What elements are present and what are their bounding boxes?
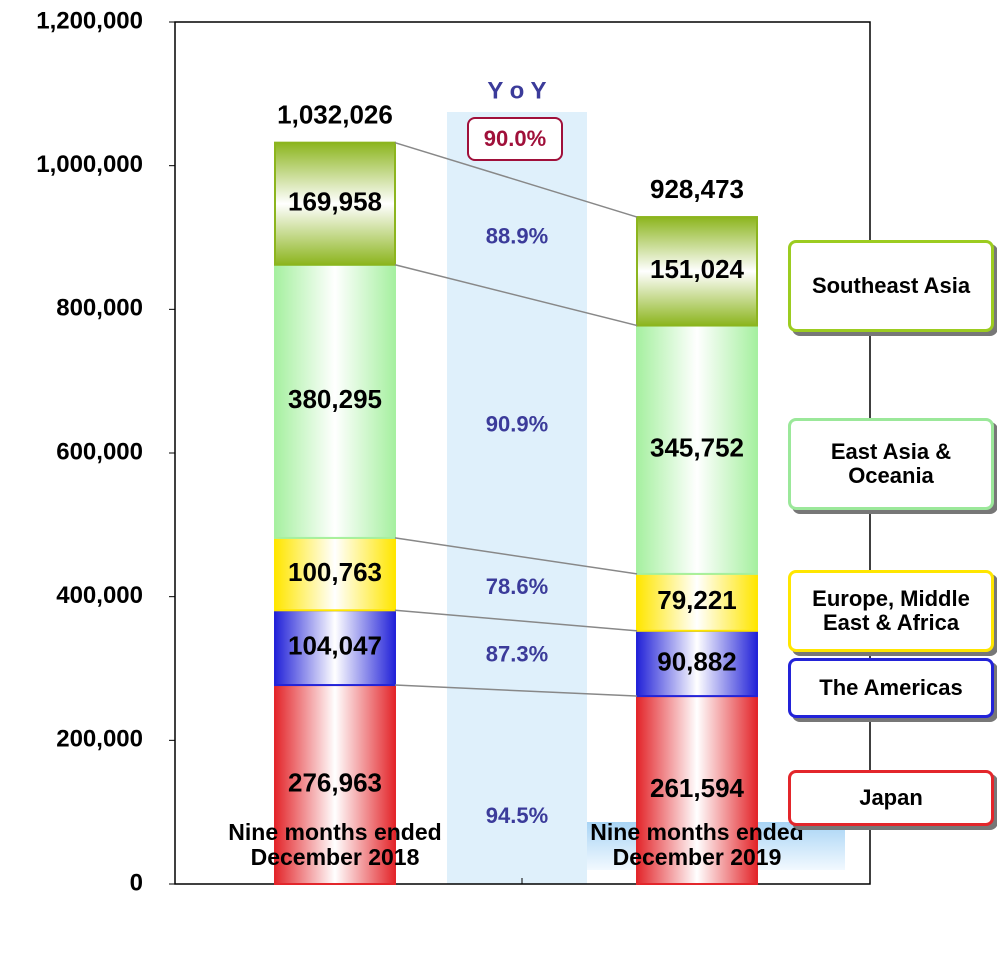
total-label: 928,473 — [650, 174, 744, 204]
y-tick-label: 600,000 — [56, 438, 143, 465]
y-tick-label: 800,000 — [56, 295, 143, 322]
legend-entry: East Asia & Oceania — [788, 418, 994, 510]
yoy-label: 94.5% — [486, 803, 548, 828]
yoy-label: 87.3% — [486, 641, 548, 666]
yoy-label: 90.9% — [486, 411, 548, 436]
legend-entry: Europe, Middle East & Africa — [788, 570, 994, 652]
legend-entry: Southeast Asia — [788, 240, 994, 332]
value-label: 261,594 — [650, 773, 745, 803]
y-tick-label: 1,200,000 — [36, 7, 143, 34]
value-label: 104,047 — [288, 631, 382, 661]
yoy-band — [447, 112, 587, 884]
y-tick-label: 400,000 — [56, 582, 143, 609]
yoy-label: 88.9% — [486, 223, 548, 248]
value-label: 100,763 — [288, 557, 382, 587]
yoy-label: 78.6% — [486, 574, 548, 599]
bar-segment — [636, 324, 758, 575]
connector — [394, 141, 638, 218]
value-label: 345,752 — [650, 433, 744, 463]
total-label: 1,032,026 — [277, 100, 393, 130]
value-label: 79,221 — [657, 585, 737, 615]
bar-segment — [274, 141, 396, 266]
connector — [394, 684, 638, 697]
connector — [394, 609, 638, 632]
bar-segment — [636, 572, 758, 632]
category-label: Nine months ended December 2019 — [590, 818, 804, 870]
y-tick-label: 0 — [130, 869, 143, 896]
bar-segment — [274, 609, 396, 687]
value-label: 169,958 — [288, 187, 382, 217]
value-label: 276,963 — [288, 767, 382, 797]
bar-segment — [636, 695, 758, 886]
value-label: 151,024 — [650, 254, 745, 284]
legend-entry: Japan — [788, 770, 994, 826]
legend-entry: The Americas — [788, 658, 994, 718]
value-label: 380,295 — [288, 384, 382, 414]
y-tick-label: 1,000,000 — [36, 151, 143, 178]
y-tick-label: 200,000 — [56, 726, 143, 753]
yoy-title: Y o Y — [487, 77, 546, 104]
connector — [394, 264, 638, 327]
yoy-total: 90.0% — [484, 126, 546, 151]
connector — [394, 537, 638, 575]
bar-segment — [274, 263, 396, 539]
bar-segment — [274, 536, 396, 612]
value-label: 90,882 — [657, 646, 737, 676]
yoy-total-box — [467, 117, 563, 161]
bar-segment — [636, 216, 758, 327]
category-label: Nine months ended December 2018 — [228, 818, 442, 870]
